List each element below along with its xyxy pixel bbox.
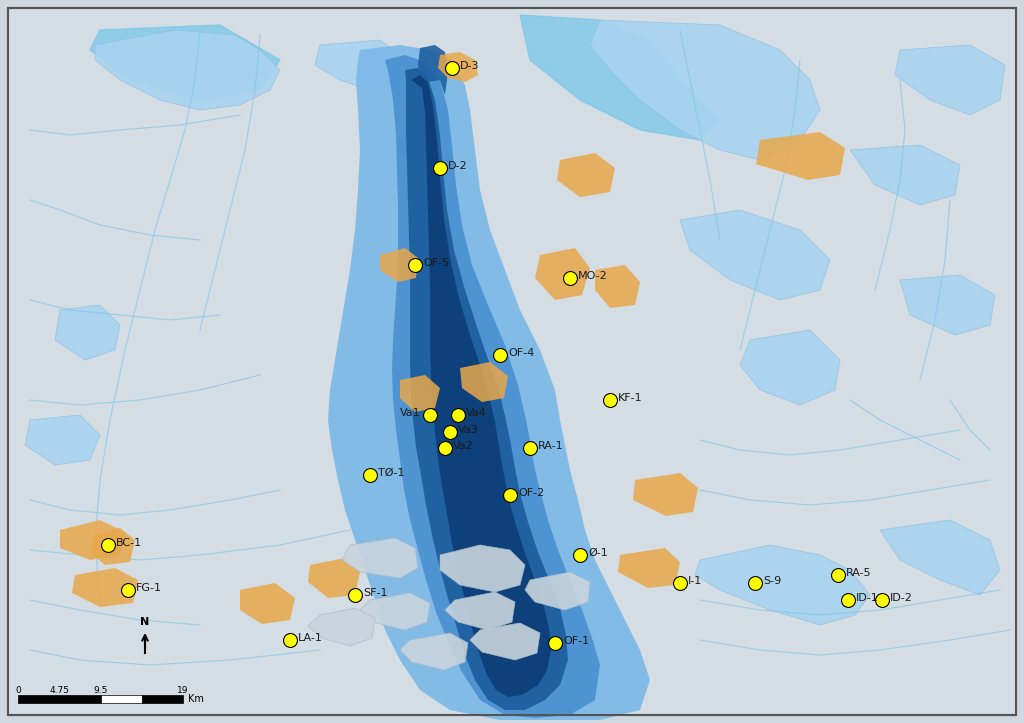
Polygon shape [590,20,820,160]
Polygon shape [385,55,600,718]
Text: LA-1: LA-1 [298,633,323,643]
Polygon shape [400,375,440,412]
Text: OF-4: OF-4 [508,348,535,358]
Polygon shape [240,583,295,624]
Polygon shape [756,132,845,180]
Polygon shape [90,528,135,565]
Polygon shape [535,248,590,300]
Polygon shape [95,30,280,110]
Bar [100,695,141,703]
Text: 4.75: 4.75 [49,686,70,695]
Polygon shape [25,415,100,465]
Text: MO-2: MO-2 [578,271,608,281]
Polygon shape [418,45,449,95]
Polygon shape [400,633,468,670]
Polygon shape [520,15,720,140]
Text: RA-5: RA-5 [846,568,871,578]
Polygon shape [850,145,961,205]
Polygon shape [8,8,1016,715]
Polygon shape [315,40,400,90]
Polygon shape [740,330,840,405]
Polygon shape [880,520,1000,595]
Text: Km: Km [188,694,204,704]
Polygon shape [695,545,870,625]
Text: N: N [140,617,150,627]
Text: Va1: Va1 [400,408,421,418]
Text: Ø-1: Ø-1 [588,548,608,558]
Text: OF-5: OF-5 [423,258,450,268]
Polygon shape [557,153,615,197]
Text: ID-1: ID-1 [856,593,879,603]
Text: RA-1: RA-1 [538,441,563,451]
Polygon shape [406,68,568,710]
Polygon shape [445,592,515,630]
Text: SF-1: SF-1 [362,588,387,598]
Text: OF-2: OF-2 [518,488,544,498]
Polygon shape [411,75,551,697]
Polygon shape [308,558,360,598]
Polygon shape [895,45,1005,115]
Text: Va3: Va3 [458,425,478,435]
Text: Va2: Va2 [453,441,474,451]
Bar [18,695,100,703]
Polygon shape [342,538,418,578]
Polygon shape [380,248,418,282]
Text: OF-1: OF-1 [563,636,589,646]
Text: TØ-1: TØ-1 [378,468,404,478]
Text: 0: 0 [15,686,20,695]
Polygon shape [525,572,590,610]
Polygon shape [72,568,138,607]
Text: 9.5: 9.5 [93,686,108,695]
Polygon shape [900,275,995,335]
Text: 19: 19 [177,686,188,695]
Bar [141,695,183,703]
Polygon shape [308,608,375,646]
Polygon shape [438,52,478,82]
Polygon shape [680,210,830,300]
Polygon shape [595,265,640,308]
Polygon shape [55,305,120,360]
Text: ID-2: ID-2 [890,593,912,603]
Text: Va4: Va4 [466,408,486,418]
Polygon shape [460,362,508,402]
Text: BC-1: BC-1 [116,538,142,548]
Text: S-9: S-9 [763,576,781,586]
Text: D-2: D-2 [449,161,468,171]
Polygon shape [90,25,280,100]
Polygon shape [328,45,650,720]
Polygon shape [440,545,525,592]
Text: FG-1: FG-1 [136,583,162,593]
Polygon shape [60,520,125,560]
Polygon shape [360,593,430,630]
Text: D-3: D-3 [460,61,479,71]
Text: KF-1: KF-1 [618,393,643,403]
Polygon shape [618,548,680,588]
Text: I-1: I-1 [688,576,702,586]
Polygon shape [470,623,540,660]
Polygon shape [633,473,698,516]
